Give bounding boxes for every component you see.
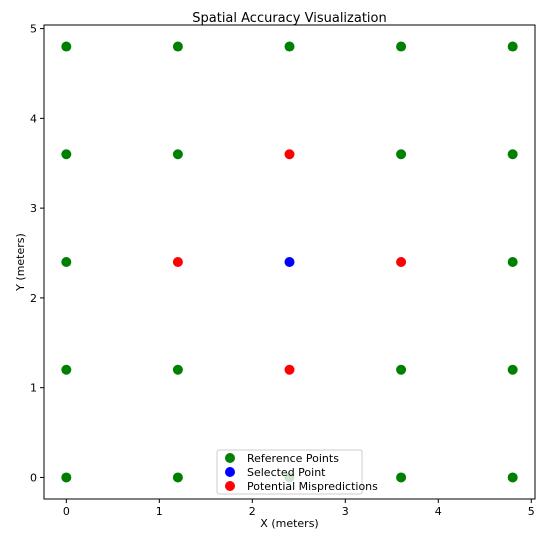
reference-points-point xyxy=(396,364,407,375)
reference-points-point xyxy=(61,364,72,375)
reference-points-point xyxy=(507,257,518,267)
potential-mispredictions-point xyxy=(284,364,295,375)
x-tick-label: 3 xyxy=(342,505,349,518)
reference-points-point xyxy=(284,41,295,52)
x-tick-label: 1 xyxy=(156,505,163,518)
legend-label-potential-mispredictions: Potential Mispredictions xyxy=(247,480,378,493)
reference-points-point xyxy=(172,149,183,160)
legend-marker-potential-mispredictions xyxy=(225,481,235,491)
x-tick-label: 0 xyxy=(63,505,70,518)
reference-points-point xyxy=(396,41,407,52)
legend-label-reference-points: Reference Points xyxy=(247,452,339,465)
y-tick-label: 3 xyxy=(30,202,37,215)
reference-points-point xyxy=(507,41,518,52)
y-tick-label: 2 xyxy=(30,292,37,305)
data-points xyxy=(61,41,518,483)
reference-points-point xyxy=(172,364,183,375)
chart-title: Spatial Accuracy Visualization xyxy=(192,11,387,26)
reference-points-point xyxy=(507,149,518,160)
reference-points-point xyxy=(172,472,183,483)
potential-mispredictions-point xyxy=(284,149,295,160)
legend-marker-reference-points xyxy=(225,453,235,463)
y-tick-label: 5 xyxy=(30,23,37,36)
reference-points-point xyxy=(61,41,72,52)
reference-points-point xyxy=(61,149,72,160)
y-tick-label: 1 xyxy=(30,382,37,395)
potential-mispredictions-point xyxy=(396,257,407,267)
selected-point-point xyxy=(284,257,295,267)
legend-box xyxy=(216,449,363,495)
y-tick-label: 0 xyxy=(30,471,37,484)
x-tick-label: 4 xyxy=(435,505,442,518)
legend-label-selected-point: Selected Point xyxy=(247,466,326,479)
reference-points-point xyxy=(172,41,183,52)
reference-points-point xyxy=(396,472,407,483)
reference-points-point xyxy=(61,257,72,267)
legend-marker-selected-point xyxy=(225,467,235,477)
reference-points-point xyxy=(507,472,518,483)
reference-points-point xyxy=(507,364,518,375)
reference-points-point xyxy=(396,149,407,160)
potential-mispredictions-point xyxy=(172,257,183,267)
x-tick-label: 2 xyxy=(249,505,256,518)
x-tick-label: 5 xyxy=(528,505,535,518)
reference-points-point xyxy=(61,472,72,483)
x-axis-label: X (meters) xyxy=(260,517,318,530)
axes: 0 1 2 3 4 5 0 1 2 3 4 5 xyxy=(30,23,535,518)
y-axis-label: Y (meters) xyxy=(14,233,27,292)
y-tick-label: 4 xyxy=(30,112,37,125)
plot-frame xyxy=(43,24,536,500)
